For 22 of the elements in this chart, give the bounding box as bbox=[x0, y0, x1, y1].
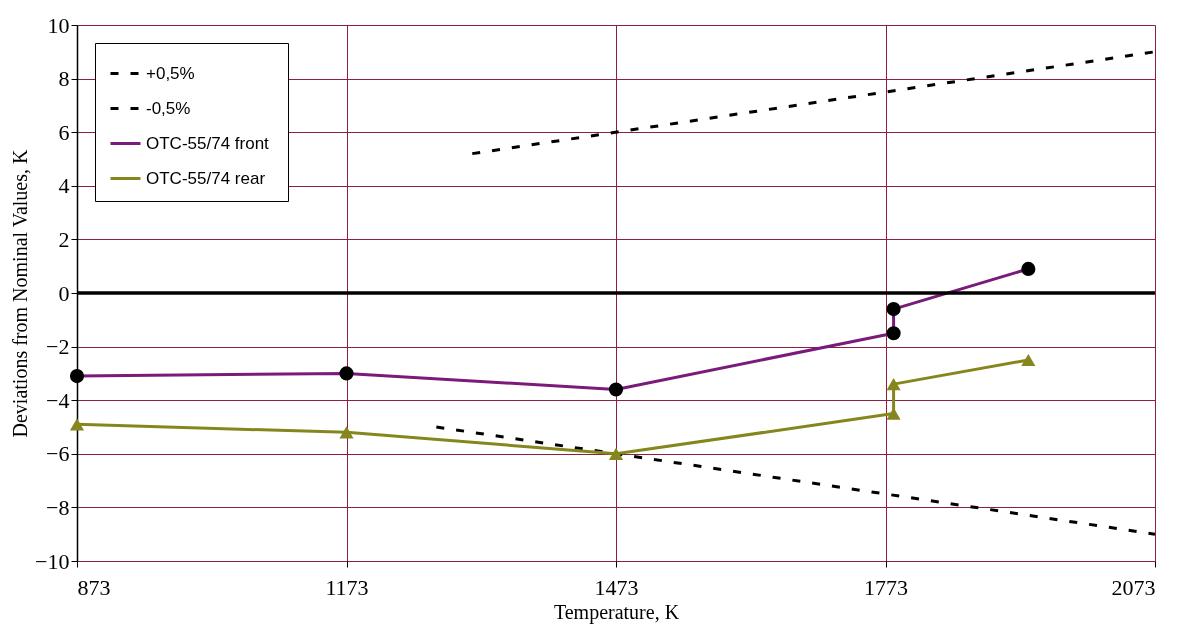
y-tick-label: 2 bbox=[58, 226, 70, 252]
y-tick-label: −4 bbox=[46, 387, 70, 413]
legend-label: OTC-55/74 front bbox=[146, 133, 270, 153]
x-tick-label: 1773 bbox=[864, 574, 908, 600]
y-tick-label: 4 bbox=[58, 173, 70, 199]
y-tick-label: −10 bbox=[35, 548, 70, 574]
y-tick-label: −6 bbox=[46, 441, 70, 467]
y-tick-label: 0 bbox=[58, 280, 70, 306]
legend-label: +0,5% bbox=[146, 63, 195, 83]
x-tick-label: 1473 bbox=[594, 574, 639, 600]
legend-label: OTC-55/74 rear bbox=[146, 168, 266, 188]
y-tick-label: −8 bbox=[46, 494, 70, 520]
legend-label: -0,5% bbox=[146, 98, 191, 118]
y-axis-title: Deviations from Nominal Values, K bbox=[9, 148, 32, 438]
y-tick-label: 8 bbox=[58, 66, 70, 92]
x-axis-title: Temperature, K bbox=[553, 600, 680, 624]
x-tick-label: 873 bbox=[77, 574, 111, 600]
y-tick-label: 6 bbox=[58, 119, 70, 145]
y-tick-label: −2 bbox=[46, 334, 70, 360]
x-tick-label: 1173 bbox=[325, 574, 369, 600]
x-tick-label: 2073 bbox=[1111, 574, 1156, 600]
y-tick-label: 10 bbox=[47, 12, 70, 38]
